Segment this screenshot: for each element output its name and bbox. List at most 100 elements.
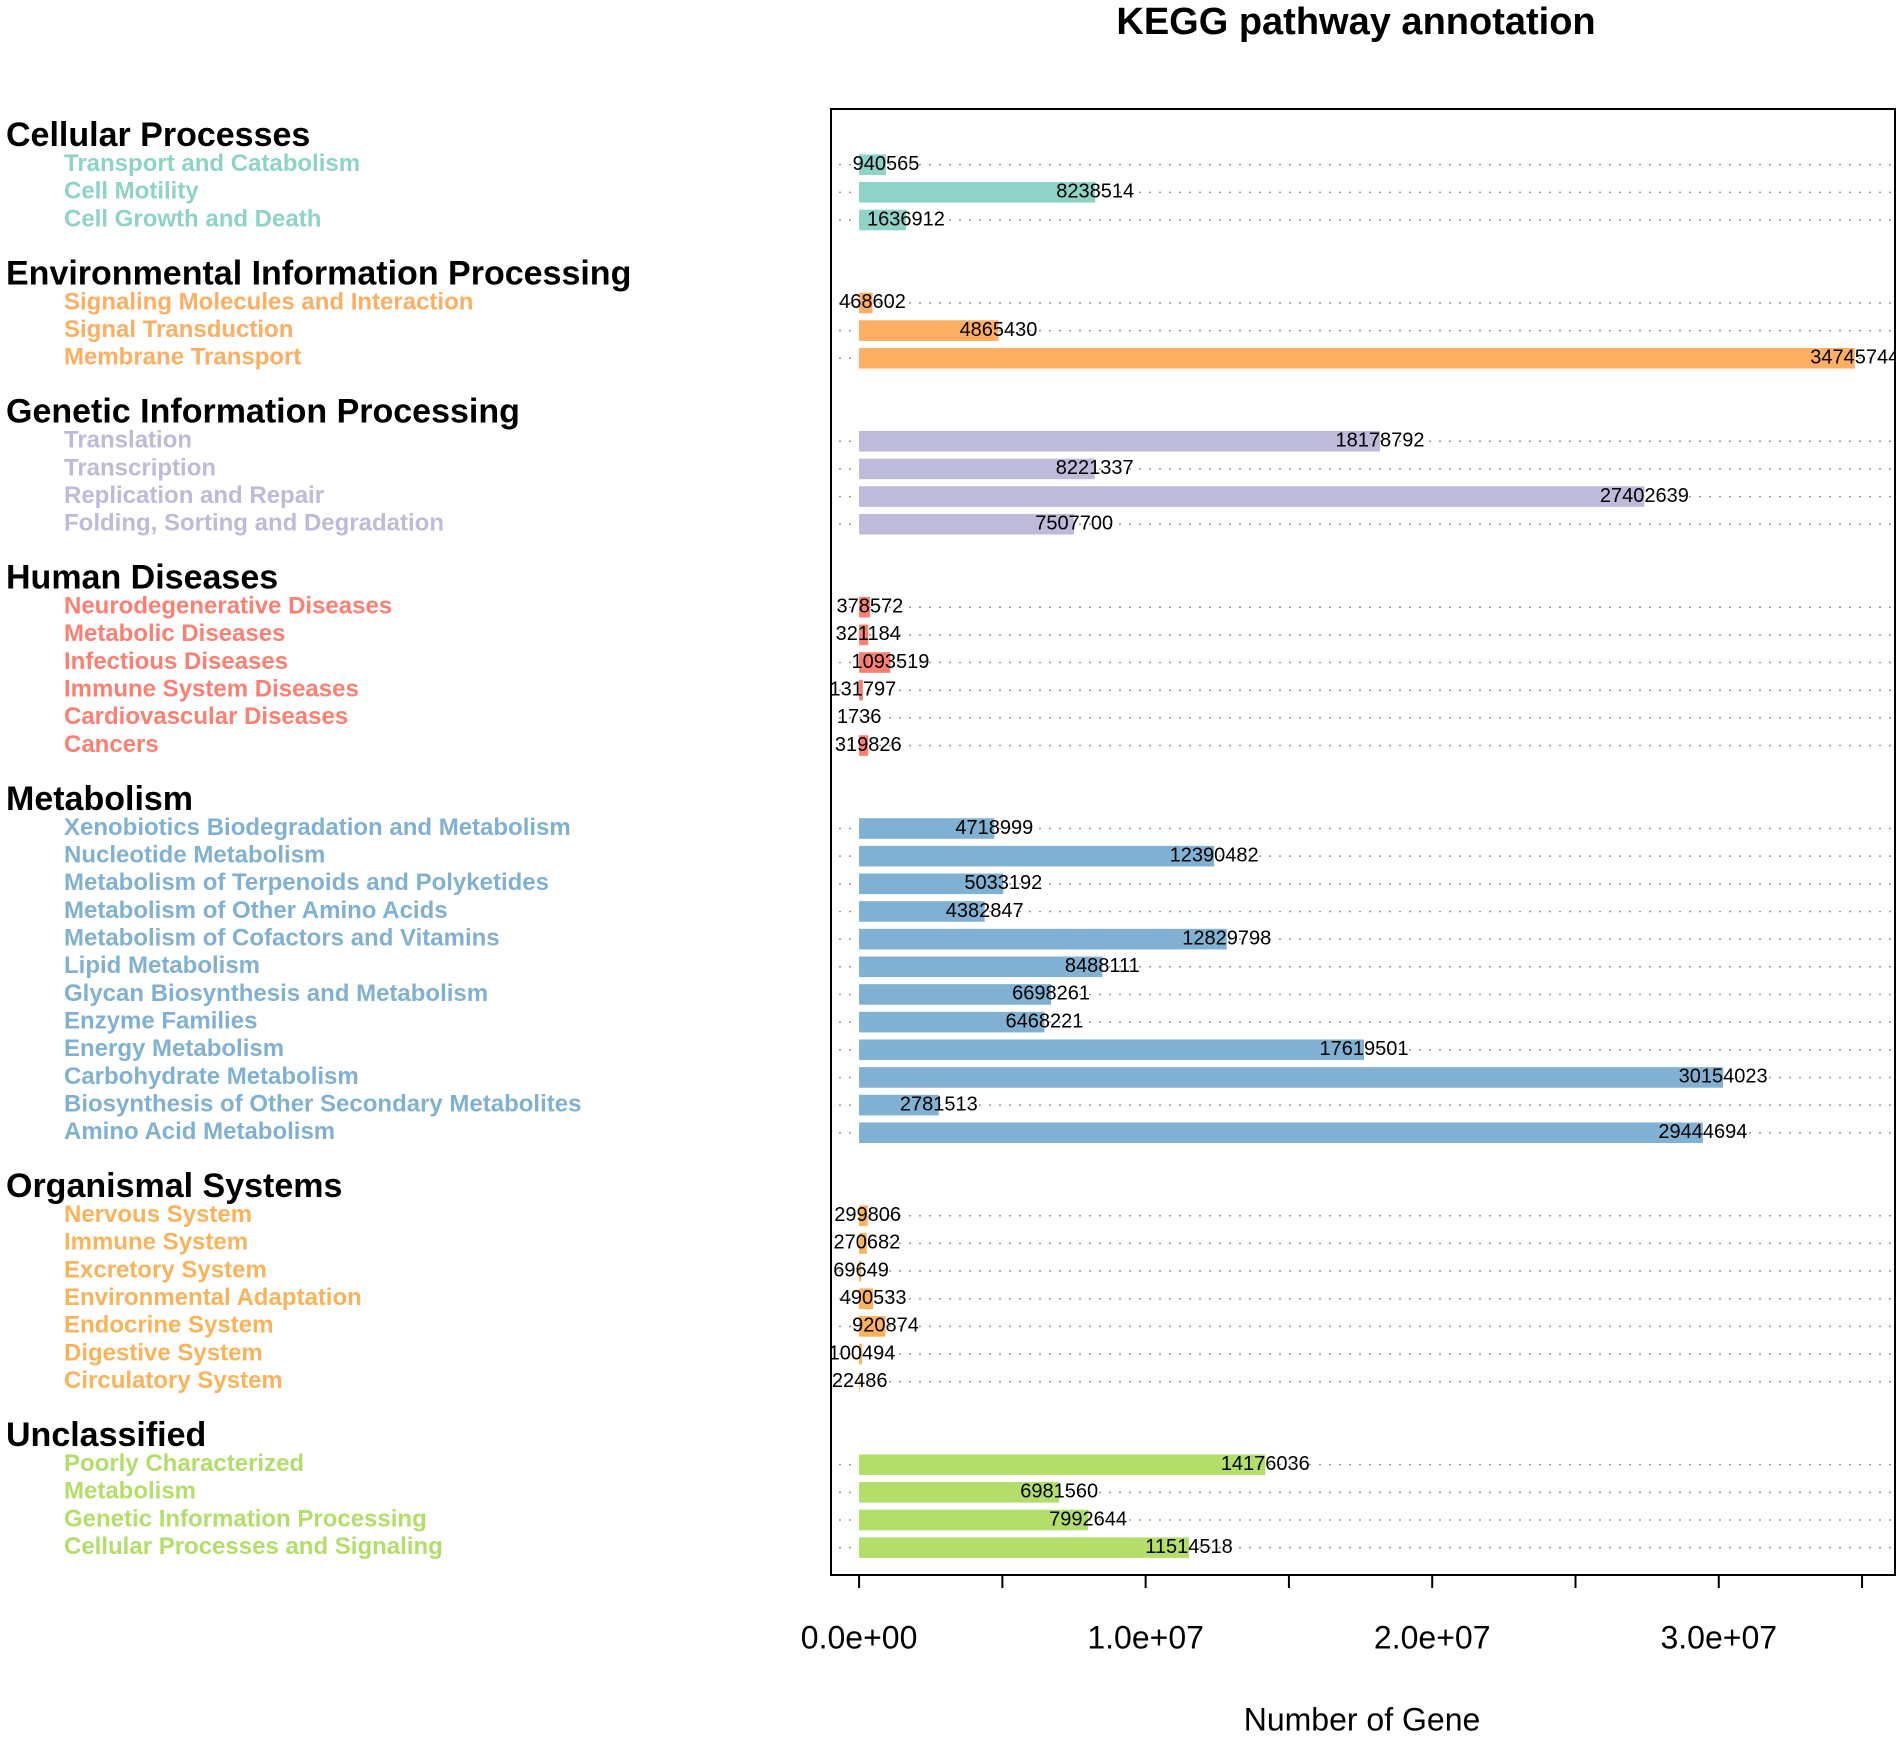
- bar: [859, 1454, 1266, 1475]
- bar-value-label: 4865430: [960, 319, 1038, 341]
- category-label: Signal Transduction: [64, 316, 293, 343]
- category-label: Metabolism of Cofactors and Vitamins: [64, 924, 500, 951]
- x-tick-label: 0.0e+00: [801, 1619, 918, 1655]
- bar-value-label: 29444694: [1658, 1121, 1747, 1143]
- category-label: Metabolism: [64, 1478, 196, 1505]
- plot-area: 940565 8238514 1636912 468602 4865430 3474574…: [829, 153, 1899, 1558]
- group-label: Environmental Information Processing: [6, 254, 631, 292]
- category-label: Cellular Processes and Signaling: [64, 1533, 443, 1560]
- category-label: Endocrine System: [64, 1312, 273, 1339]
- category-label: Genetic Information Processing: [64, 1505, 427, 1532]
- category-label: Transcription: [64, 454, 216, 481]
- bar: [859, 1371, 860, 1392]
- bar: [859, 1122, 1703, 1144]
- bar: [859, 209, 906, 231]
- bar-value-label: 4382847: [946, 900, 1024, 922]
- bar: [859, 596, 870, 618]
- category-label: Infectious Diseases: [64, 648, 288, 675]
- category-label: Lipid Metabolism: [64, 952, 260, 979]
- bar-value-label: 468602: [839, 291, 906, 313]
- category-label: Circulatory System: [64, 1367, 283, 1394]
- category-label: Enzyme Families: [64, 1007, 257, 1034]
- category-label: Amino Acid Metabolism: [64, 1118, 335, 1145]
- bar-value-label: 8238514: [1056, 181, 1134, 203]
- category-label: Poorly Characterized: [64, 1450, 304, 1477]
- bar-value-label: 940565: [853, 153, 920, 175]
- bar: [859, 1094, 939, 1116]
- category-label: Immune System Diseases: [64, 676, 359, 703]
- bar: [859, 1316, 886, 1337]
- bar-value-label: 8488111: [1065, 955, 1140, 977]
- bar: [859, 430, 1381, 452]
- category-label: Nucleotide Metabolism: [64, 842, 325, 869]
- bar: [859, 1288, 874, 1310]
- bar: [859, 652, 891, 673]
- bar: [859, 984, 1052, 1005]
- group-label: Unclassified: [6, 1416, 206, 1454]
- bar-value-label: 6698261: [1012, 983, 1090, 1005]
- bar-value-label: 7992644: [1049, 1508, 1127, 1530]
- bar-value-label: 69649: [833, 1259, 889, 1281]
- group-label: Genetic Information Processing: [6, 393, 520, 431]
- bar-value-label: 299806: [834, 1204, 901, 1226]
- bar-value-label: 270682: [833, 1232, 900, 1254]
- bar-value-label: 34745744: [1810, 347, 1899, 369]
- bar-value-label: 6468221: [1005, 1010, 1083, 1032]
- bar: [859, 624, 869, 646]
- bar-value-label: 131797: [829, 678, 896, 700]
- category-label: Environmental Adaptation: [64, 1284, 362, 1311]
- category-label: Metabolic Diseases: [64, 620, 285, 647]
- category-label: Carbohydrate Metabolism: [64, 1063, 359, 1090]
- bar-value-label: 321184: [836, 623, 901, 645]
- bar: [859, 1260, 862, 1282]
- bar-value-label: 5033192: [964, 872, 1042, 894]
- bar-value-label: 30154023: [1679, 1066, 1768, 1088]
- bar: [859, 845, 1215, 867]
- bar-value-label: 8221337: [1056, 457, 1134, 479]
- bar: [859, 1343, 862, 1365]
- bar-value-label: 319826: [835, 734, 902, 756]
- bar-value-label: 2781513: [900, 1093, 978, 1115]
- bar: [859, 154, 887, 175]
- category-label: Digestive System: [64, 1339, 263, 1366]
- bar: [859, 1233, 867, 1254]
- group-label: Human Diseases: [6, 559, 278, 597]
- bar: [859, 1039, 1364, 1061]
- category-label: Metabolism of Terpenoids and Polyketides: [64, 869, 549, 896]
- bar: [859, 901, 985, 922]
- category-label: Excretory System: [64, 1256, 267, 1283]
- bar-value-label: 100494: [829, 1342, 896, 1364]
- category-label: Immune System: [64, 1229, 248, 1256]
- bar: [859, 182, 1096, 203]
- category-label: Energy Metabolism: [64, 1035, 284, 1062]
- category-label: Neurodegenerative Diseases: [64, 593, 392, 620]
- category-label: Biosynthesis of Other Secondary Metaboli…: [64, 1090, 581, 1117]
- bar-value-label: 27402639: [1600, 485, 1689, 507]
- bar: [859, 458, 1095, 480]
- bar: [859, 818, 995, 839]
- bar: [859, 873, 1004, 895]
- bar-value-label: 490533: [840, 1287, 907, 1309]
- x-tick-label: 2.0e+07: [1374, 1619, 1491, 1655]
- category-label: Folding, Sorting and Degradation: [64, 510, 444, 537]
- group-label: Metabolism: [6, 780, 193, 818]
- bar-value-label: 18178792: [1336, 430, 1425, 452]
- bar: [859, 1509, 1089, 1531]
- bar: [859, 735, 869, 756]
- category-label: Cell Growth and Death: [64, 205, 321, 232]
- category-label: Cell Motility: [64, 178, 199, 205]
- category-label: Translation: [64, 427, 192, 454]
- bar-value-label: 11514518: [1145, 1536, 1233, 1558]
- bar: [859, 679, 863, 701]
- category-label: Xenobiotics Biodegradation and Metabolis…: [64, 814, 571, 841]
- category-label: Transport and Catabolism: [64, 150, 360, 177]
- bar: [859, 347, 1855, 369]
- category-label: Signaling Molecules and Interaction: [64, 288, 473, 315]
- group-label: Cellular Processes: [6, 116, 310, 154]
- category-label: Replication and Repair: [64, 482, 324, 509]
- bar-value-label: 1093519: [851, 651, 929, 673]
- bar: [859, 320, 999, 341]
- bar-value-label: 4718999: [955, 817, 1033, 839]
- bar: [859, 513, 1075, 535]
- bar: [859, 1205, 868, 1227]
